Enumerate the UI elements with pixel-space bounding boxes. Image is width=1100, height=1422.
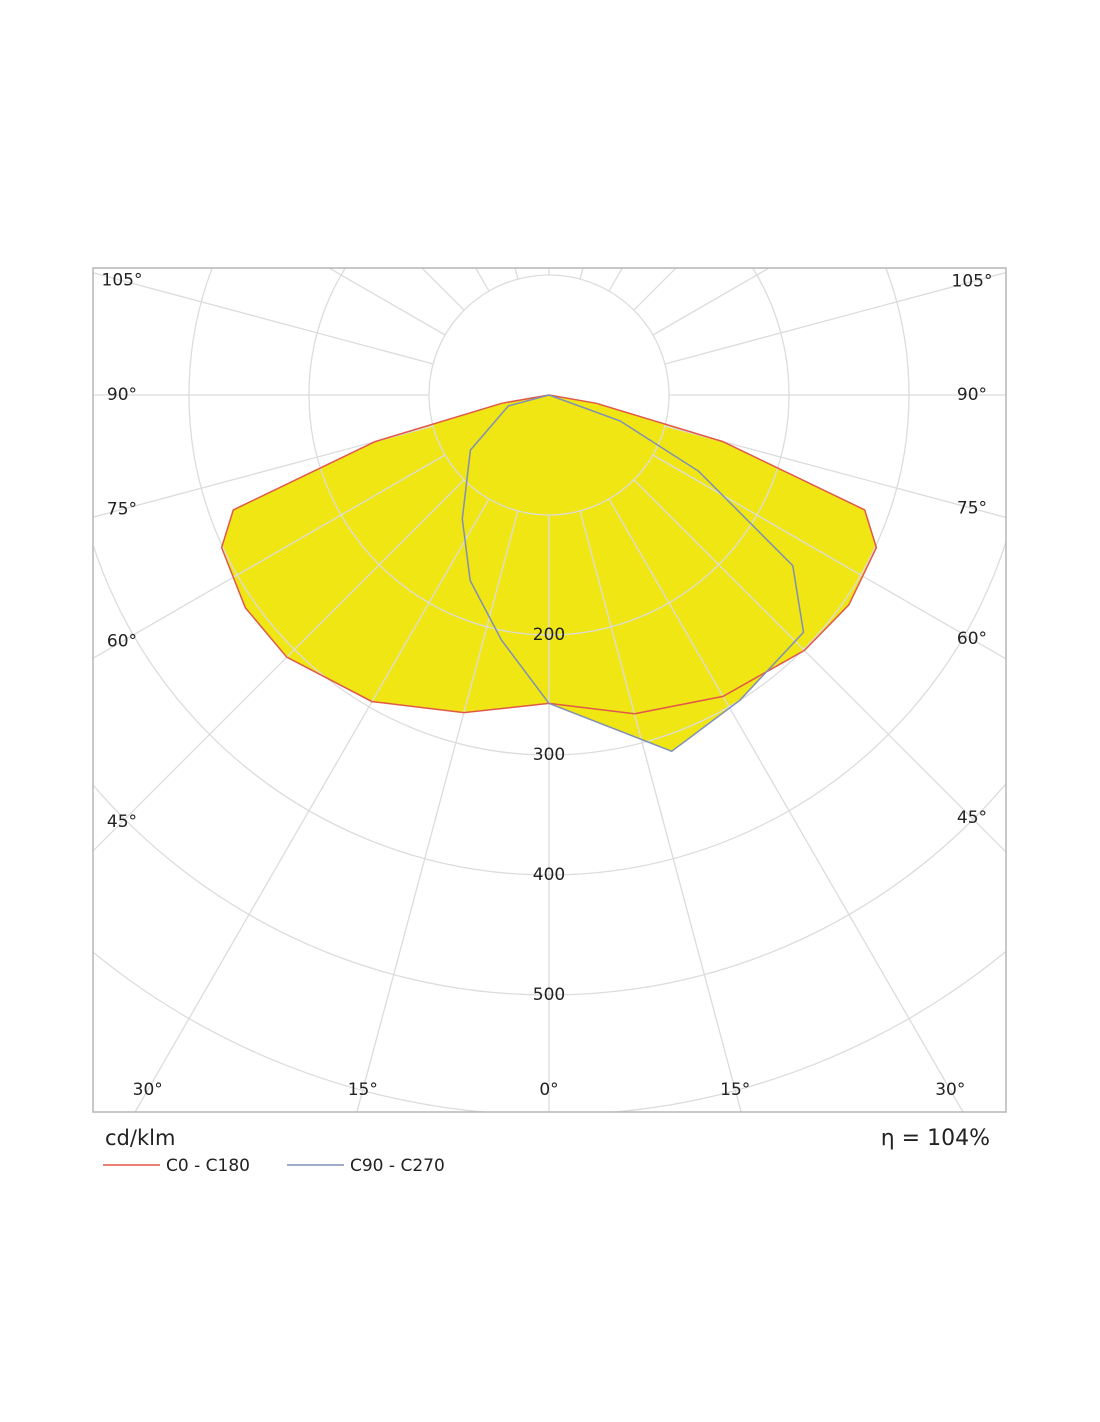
gamma-tick-label: 90° xyxy=(107,385,137,405)
series-fill xyxy=(462,395,804,752)
grid-spoke xyxy=(652,268,771,336)
grid-spoke xyxy=(652,454,1006,660)
gamma-tick-label: 105° xyxy=(952,272,993,292)
grid-spoke xyxy=(134,498,490,1112)
gamma-tick-label: 45° xyxy=(957,808,987,828)
grid-spoke xyxy=(474,268,490,292)
r-tick-label: 200 xyxy=(533,625,565,645)
grid-spoke xyxy=(93,479,465,852)
grid-spoke xyxy=(608,268,624,292)
gamma-tick-label: 30° xyxy=(935,1080,965,1100)
gamma-tick-label: 15° xyxy=(720,1080,750,1100)
grid-spoke xyxy=(93,272,434,365)
grid-spoke xyxy=(579,268,584,280)
legend-label: C90 - C270 xyxy=(350,1156,445,1176)
gamma-tick-label: 60° xyxy=(107,632,137,652)
gamma-tick-label: 15° xyxy=(348,1080,378,1100)
grid-spoke xyxy=(356,510,519,1112)
grid-spoke xyxy=(633,268,677,311)
r-tick-label: 300 xyxy=(533,745,565,765)
series-line xyxy=(461,394,805,753)
grid-spoke xyxy=(93,454,446,660)
gamma-tick-label: 90° xyxy=(957,385,987,405)
gamma-tick-label: 0° xyxy=(539,1080,558,1100)
gamma-tick-label: 60° xyxy=(957,629,987,649)
grid-spoke xyxy=(327,268,446,336)
gamma-tick-label: 30° xyxy=(133,1080,163,1100)
unit-label: cd/klm xyxy=(105,1126,175,1150)
gamma-tick-label: 45° xyxy=(107,812,137,832)
grid-spoke xyxy=(664,271,1006,365)
r-tick-label: 500 xyxy=(533,985,565,1005)
grid-spoke xyxy=(633,479,1006,853)
efficiency-label: η = 104% xyxy=(881,1126,990,1151)
legend-label: C0 - C180 xyxy=(166,1156,250,1176)
frame xyxy=(92,267,1007,1113)
grid-spoke xyxy=(579,510,742,1112)
grid-spoke xyxy=(514,268,519,280)
gamma-tick-label: 105° xyxy=(102,271,143,291)
grid-spoke xyxy=(421,268,465,311)
r-tick-label: 400 xyxy=(533,865,565,885)
legend: C0 - C180 C90 - C270 xyxy=(103,1156,445,1176)
labels: 200 300 400 500 0° 15° 15° 30° 30° 45° 45° 60° 60° 75… xyxy=(102,271,993,1100)
grid-spoke xyxy=(93,425,434,518)
gamma-tick-label: 75° xyxy=(107,499,137,519)
gamma-tick-label: 75° xyxy=(957,498,987,518)
grid-spoke xyxy=(664,425,1006,519)
grid-spoke xyxy=(608,498,964,1112)
